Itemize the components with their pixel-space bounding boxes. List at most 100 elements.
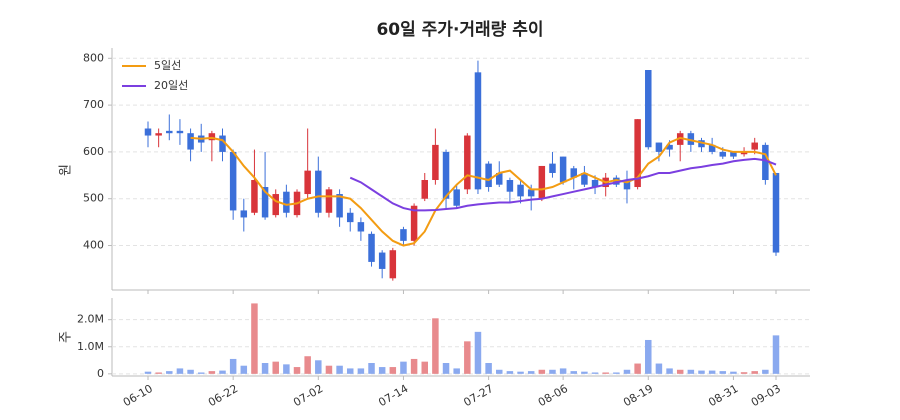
candle-body — [538, 165, 546, 199]
candle-body — [378, 252, 386, 269]
candle-body — [240, 210, 248, 218]
candle-body — [623, 180, 631, 190]
candle-body — [719, 151, 727, 157]
volume-bar — [283, 364, 290, 374]
x-tick-label: 08-19 — [621, 382, 655, 409]
volume-bar — [261, 363, 269, 374]
candle-body — [506, 180, 514, 192]
volume-bar — [346, 368, 354, 374]
x-tick-label: 09-03 — [749, 382, 783, 409]
candle-body — [389, 250, 397, 279]
volume-bar — [581, 371, 588, 374]
candle-body — [325, 189, 333, 213]
candle-body — [187, 133, 194, 150]
candle-body — [368, 233, 375, 262]
x-tick-label: 06-10 — [121, 382, 155, 409]
volume-bar — [538, 369, 546, 374]
volume-bar — [527, 371, 535, 374]
candle-body — [315, 170, 322, 213]
candle-body — [474, 72, 482, 190]
volume-bar — [496, 369, 503, 374]
volume-bar — [602, 372, 609, 374]
candle-body — [336, 194, 343, 218]
y-tick-label: 700 — [83, 98, 104, 111]
volume-bar — [666, 368, 673, 374]
volume-bar — [559, 368, 567, 374]
volume-bar — [336, 365, 343, 374]
ma-line — [349, 157, 777, 212]
candle-body — [272, 194, 279, 216]
candle-body — [144, 128, 152, 136]
x-tick-label: 07-14 — [376, 382, 410, 409]
volume-bar — [708, 370, 716, 374]
y-axis-label: 원 — [59, 164, 74, 176]
candle-body — [666, 144, 673, 150]
candle-body — [283, 191, 290, 213]
volume-bar — [676, 369, 684, 374]
candle-body — [229, 151, 237, 211]
x-tick-label: 07-02 — [291, 382, 325, 409]
legend-label: 20일선 — [154, 78, 188, 92]
candle-body — [155, 133, 162, 136]
candle-body — [740, 151, 748, 155]
candle-body — [496, 172, 503, 185]
candle-body — [762, 144, 769, 180]
candle-body — [176, 130, 184, 134]
volume-bar — [410, 358, 418, 374]
volume-bar — [197, 372, 205, 374]
candle-body — [613, 177, 620, 185]
candle-body — [357, 222, 365, 232]
volume-bar — [623, 369, 631, 374]
candle-body — [219, 135, 226, 152]
volume-bar — [315, 360, 322, 374]
volume-bar — [645, 339, 652, 374]
y-tick-label: 400 — [83, 239, 104, 252]
candle-body — [698, 140, 705, 148]
volume-bar — [304, 356, 311, 374]
volume-bar — [208, 371, 216, 374]
legend-label: 5일선 — [154, 58, 181, 72]
volume-bar — [772, 335, 780, 374]
candle-body — [708, 144, 716, 152]
candle-body — [655, 142, 663, 152]
x-tick-label: 07-27 — [461, 382, 495, 409]
volume-bar — [698, 370, 705, 374]
volume-bar — [687, 369, 695, 374]
y-tick-label: 2.0M — [77, 313, 104, 326]
volume-bar — [240, 365, 248, 374]
candle-body — [730, 151, 737, 157]
chart-title: 60일 주가·거래량 추이 — [376, 20, 543, 40]
x-tick-label: 08-31 — [706, 382, 740, 409]
volume-bar — [166, 371, 173, 374]
volume-bar — [378, 367, 386, 374]
volume-bar — [155, 372, 162, 374]
candle-body — [346, 212, 354, 223]
volume-bar — [432, 318, 439, 374]
volume-bar — [740, 372, 748, 374]
y-tick-label: 0 — [97, 367, 104, 380]
candle-body — [591, 180, 599, 188]
volume-bar — [517, 371, 524, 374]
volume-bar — [719, 371, 727, 374]
x-tick-label: 06-22 — [206, 382, 240, 409]
volume-bar — [730, 371, 737, 374]
candle-body — [251, 180, 258, 213]
volume-bar — [474, 331, 482, 374]
volume-bar — [464, 341, 471, 374]
volume-bar — [421, 361, 428, 374]
volume-bar — [229, 358, 237, 374]
y-tick-label: 1.0M — [77, 340, 104, 353]
volume-bar — [293, 367, 301, 374]
candle-body — [549, 163, 556, 173]
x-tick-label: 08-06 — [536, 382, 570, 409]
candle-body — [527, 189, 535, 197]
ma-line — [190, 136, 777, 247]
volume-bar — [251, 303, 258, 374]
candle-body — [687, 133, 695, 145]
candle-body — [772, 172, 780, 253]
candle-body — [208, 133, 216, 141]
volume-bar — [442, 363, 450, 374]
candle-body — [442, 151, 450, 199]
candle-body — [400, 229, 407, 241]
